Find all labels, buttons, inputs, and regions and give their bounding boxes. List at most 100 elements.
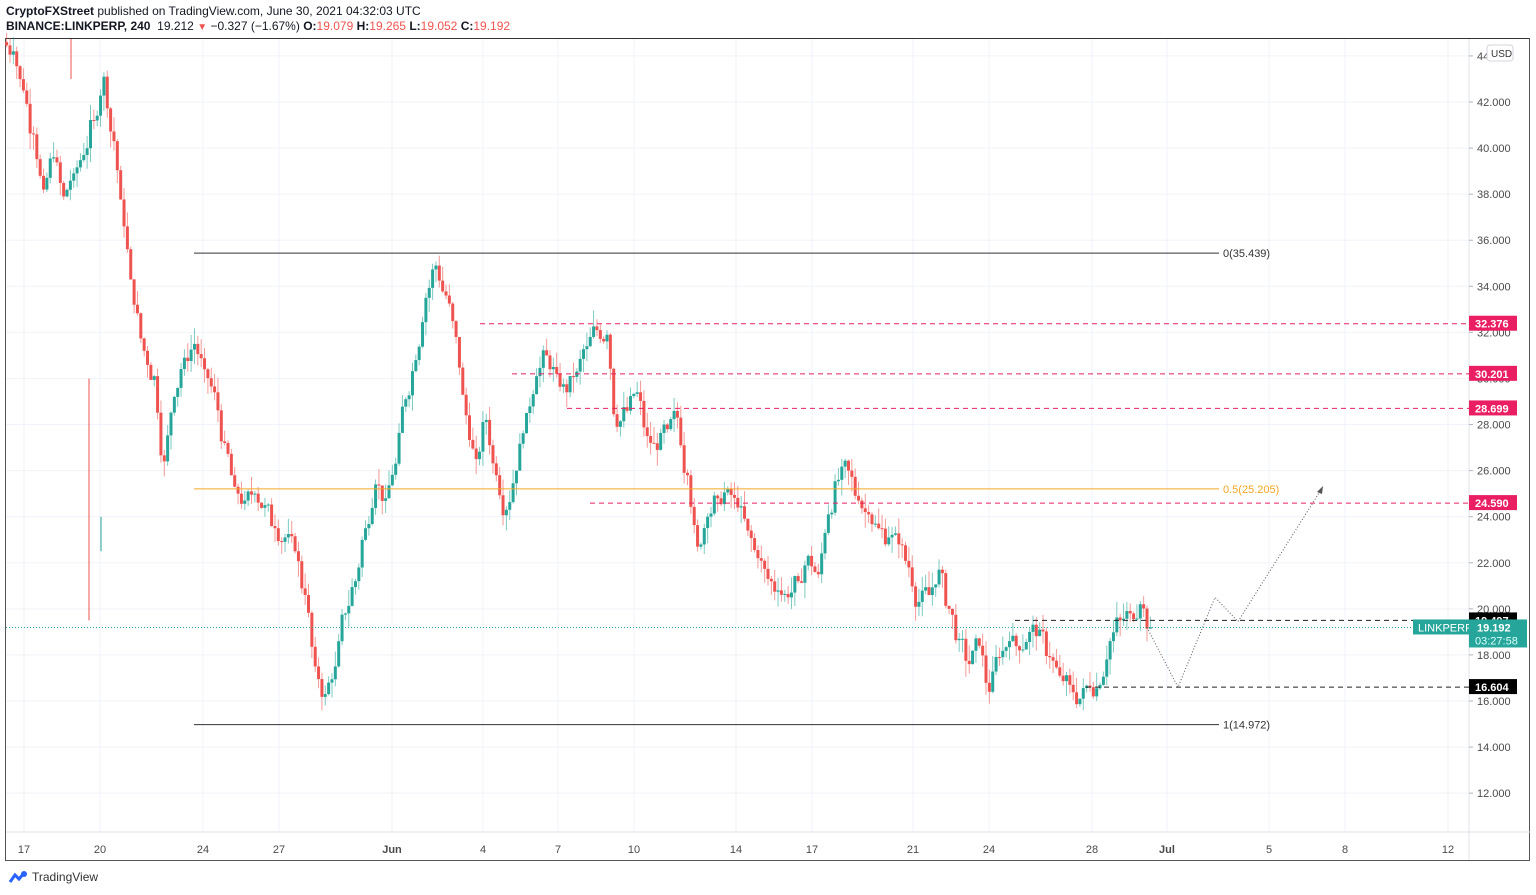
candle-body xyxy=(934,584,938,588)
candle-body xyxy=(987,682,991,692)
candle-body xyxy=(786,593,790,598)
candle-body xyxy=(625,407,629,411)
candle-body xyxy=(595,326,599,331)
candle-body xyxy=(270,504,274,527)
candle-body xyxy=(397,432,401,464)
candle-body xyxy=(246,491,250,501)
candle-body xyxy=(286,534,290,538)
candle-body xyxy=(504,509,508,516)
candle-body xyxy=(263,505,267,508)
candle-body xyxy=(964,638,968,661)
candle-body xyxy=(494,463,498,476)
candle-body xyxy=(55,157,59,163)
currency-badge[interactable] xyxy=(1486,44,1514,62)
candle-body xyxy=(333,666,337,680)
candle-body xyxy=(766,568,770,579)
candle-body xyxy=(893,533,897,535)
candle-body xyxy=(1075,692,1079,705)
candle-body xyxy=(840,466,844,480)
candle-body xyxy=(531,394,535,407)
candle-body xyxy=(632,393,636,397)
candle-body xyxy=(1014,635,1018,647)
candle-body xyxy=(1011,635,1015,642)
close-value: 19.192 xyxy=(473,19,511,33)
candle-body xyxy=(689,475,693,507)
level-tag xyxy=(1469,400,1517,416)
candle-body xyxy=(692,506,696,526)
time-axis-label: 5 xyxy=(1266,844,1272,856)
candle-body xyxy=(1061,675,1065,682)
symbol-label[interactable]: BINANCE:LINKPERP, 240 xyxy=(6,19,151,33)
tradingview-logo-icon xyxy=(8,871,27,883)
candle-body xyxy=(135,304,139,314)
candle-body xyxy=(746,518,750,531)
candle-body xyxy=(256,493,260,503)
candle-body xyxy=(1058,667,1062,676)
tradingview-brand[interactable]: TradingView xyxy=(32,870,99,884)
candle-body xyxy=(105,76,109,109)
candle-body xyxy=(330,679,334,683)
published-text: published on TradingView.com, June 30, 2… xyxy=(97,4,421,18)
candle-body xyxy=(467,415,471,440)
candle-body xyxy=(709,513,713,517)
candle-body xyxy=(323,694,327,697)
candle-body xyxy=(75,167,79,174)
candle-body xyxy=(907,560,911,568)
candle-body xyxy=(545,350,549,356)
candle-body xyxy=(317,666,321,680)
candle-body xyxy=(45,177,49,190)
candlestick-chart[interactable]: 44.00042.00040.00038.00036.00034.00032.0… xyxy=(0,0,1536,870)
candle-body xyxy=(699,544,703,547)
candle-body xyxy=(836,479,840,482)
candle-body xyxy=(877,523,881,529)
candle-body xyxy=(1041,629,1045,632)
candle-body xyxy=(605,334,609,342)
arrow-head-icon xyxy=(1317,486,1323,494)
candle-body xyxy=(1018,646,1022,651)
candle-body xyxy=(1044,631,1048,657)
candle-body xyxy=(816,571,820,575)
candle-body xyxy=(434,265,438,270)
candle-body xyxy=(464,394,468,416)
publisher-name[interactable]: CryptoFXStreet xyxy=(6,4,95,18)
candle-body xyxy=(1038,629,1042,637)
candle-body xyxy=(592,326,596,337)
candle-body xyxy=(424,297,428,323)
price-axis-label: 42.000 xyxy=(1477,97,1511,109)
candle-body xyxy=(303,588,307,596)
candle-body xyxy=(68,180,72,190)
candle-body xyxy=(42,175,46,190)
candle-body xyxy=(1071,684,1075,693)
fib-level-label: 0.5(25.205) xyxy=(1223,484,1279,496)
candle-body xyxy=(417,346,421,361)
candle-body xyxy=(1028,631,1032,642)
candle-body xyxy=(853,476,857,496)
candle-body xyxy=(78,160,82,168)
candle-body xyxy=(203,358,207,370)
candle-body xyxy=(578,358,582,372)
candle-body xyxy=(608,334,612,369)
candle-body xyxy=(360,539,364,568)
candle-body xyxy=(260,502,264,508)
candle-body xyxy=(31,133,35,135)
candle-body xyxy=(538,367,542,377)
candle-body xyxy=(236,486,240,494)
candle-body xyxy=(950,608,954,615)
last-price: 19.212 xyxy=(157,19,194,33)
candle-body xyxy=(716,495,720,499)
candle-body xyxy=(8,45,12,55)
level-tag xyxy=(1469,679,1517,695)
symbol-tag xyxy=(1413,619,1469,635)
down-arrow-icon: ▼ xyxy=(197,22,208,33)
candle-body xyxy=(501,495,505,516)
publish-line: CryptoFXStreet published on TradingView.… xyxy=(6,4,510,19)
candle-body xyxy=(337,641,341,667)
candle-body xyxy=(273,526,277,529)
candle-body xyxy=(890,534,894,538)
candle-body xyxy=(585,346,589,350)
candle-body xyxy=(1098,684,1102,689)
level-tag-label: 30.201 xyxy=(1475,369,1509,381)
candle-body xyxy=(182,357,186,370)
candle-body xyxy=(296,551,300,562)
candle-body xyxy=(991,671,995,692)
